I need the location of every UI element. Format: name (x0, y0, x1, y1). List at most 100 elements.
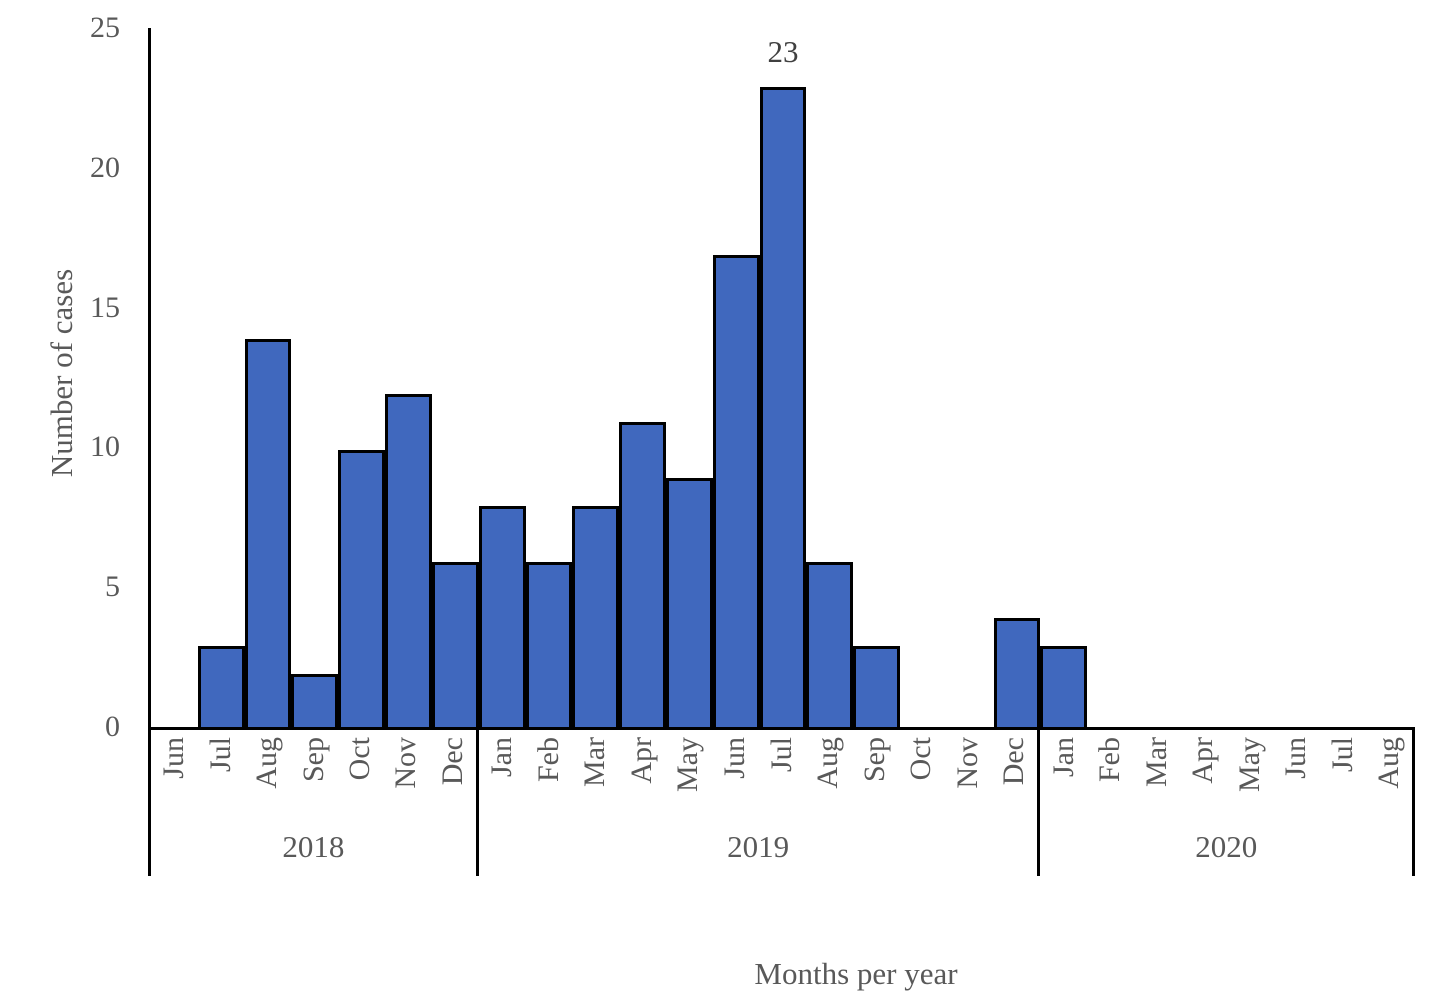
month-tick-label: Nov (389, 737, 423, 789)
bar-value-label-jul-2019: 23 (767, 33, 799, 69)
bar-slot-jun-2019 (712, 28, 760, 730)
bar-sep-2018 (291, 674, 339, 730)
bar-slot-jun-2020 (1275, 28, 1322, 727)
month-tick-dec-2019: Dec (991, 737, 1038, 818)
bar-sep-2019 (853, 646, 900, 730)
month-tick-label: Jan (485, 737, 519, 777)
year-label-2018: 2018 (282, 829, 345, 864)
bar-slot-feb-2020 (1087, 28, 1134, 727)
bar-slot-apr-2019 (619, 28, 666, 730)
month-tick-jan-2020: Jan (1040, 737, 1086, 818)
month-tick-label: Oct (904, 737, 938, 781)
bar-slot-dec-2018 (431, 28, 479, 730)
month-tick-label: Jan (1046, 737, 1080, 777)
months-row-2019: Jan Feb Mar Apr May Jun Jul Aug Sep Oct Nov Dec (479, 730, 1038, 818)
bar-slot-jan-2019 (478, 28, 526, 730)
y-tick-label-10: 10 (90, 430, 120, 464)
month-tick-label: Jul (764, 737, 798, 773)
bar-slot-mar-2019 (572, 28, 620, 730)
bar-slot-jul-2019 (759, 28, 807, 730)
month-tick-label: Sep (296, 737, 330, 782)
bar-jun-2019 (712, 254, 760, 730)
bar-jan-2019 (478, 506, 526, 730)
month-tick-label: Feb (1093, 737, 1127, 782)
month-tick-label: Jul (203, 737, 237, 773)
bar-slot-jan-2020 (1040, 28, 1088, 730)
bar-nov-2018 (385, 394, 432, 730)
year-group-2019: Jan Feb Mar Apr May Jun Jul Aug Sep Oct Nov Dec 2019 (479, 730, 1041, 876)
month-tick-label: May (671, 737, 705, 792)
month-tick-label: Dec (997, 737, 1031, 786)
month-tick-apr-2020: Apr (1180, 737, 1226, 818)
month-tick-sep-2018: Sep (290, 737, 336, 818)
month-tick-label: Aug (811, 737, 845, 789)
month-tick-oct-2019: Oct (898, 737, 945, 818)
bar-slot-dec-2019 (993, 28, 1041, 730)
bar-dec-2019 (993, 618, 1041, 730)
y-axis-tick-labels: 0 5 10 15 20 25 (0, 11, 120, 743)
bar-feb-2019 (525, 562, 573, 730)
bar-slot-aug-2019 (806, 28, 854, 730)
bar-aug-2019 (806, 562, 854, 730)
month-tick-label: Aug (250, 737, 284, 789)
months-row-2018: Jun Jul Aug Sep Oct Nov Dec (151, 730, 476, 818)
month-tick-label: Feb (531, 737, 565, 782)
month-tick-apr-2019: Apr (618, 737, 665, 818)
month-tick-mar-2019: Mar (572, 737, 619, 818)
month-tick-aug-2019: Aug (805, 737, 852, 818)
month-tick-may-2019: May (665, 737, 712, 818)
bar-may-2019 (665, 478, 713, 730)
year-group-2020: Jan Feb Mar Apr May Jun Jul Aug 2020 (1040, 730, 1415, 876)
bar-jul-2019 (759, 86, 807, 730)
bar-slot-aug-2018 (244, 28, 292, 730)
bar-apr-2019 (619, 422, 666, 730)
month-tick-jun-2018: Jun (151, 737, 197, 818)
month-tick-mar-2020: Mar (1133, 737, 1179, 818)
plot-area: 23 (148, 28, 1415, 730)
month-tick-jul-2018: Jul (197, 737, 243, 818)
y-tick-label-5: 5 (105, 570, 120, 604)
x-axis-title: Months per year (754, 956, 958, 991)
bar-slot-may-2020 (1228, 28, 1275, 727)
bar-slot-oct-2019 (900, 28, 947, 727)
year-label-2020: 2020 (1195, 829, 1258, 864)
month-tick-label: Jun (157, 737, 191, 779)
bar-slot-mar-2020 (1134, 28, 1181, 727)
month-tick-feb-2019: Feb (525, 737, 572, 818)
y-tick-label-0: 0 (105, 710, 120, 743)
month-tick-sep-2019: Sep (851, 737, 898, 818)
months-row-2020: Jan Feb Mar Apr May Jun Jul Aug (1040, 730, 1412, 818)
bar-slot-aug-2020 (1368, 28, 1415, 727)
month-tick-jul-2020: Jul (1319, 737, 1365, 818)
month-tick-label: Dec (435, 737, 469, 786)
month-tick-label: Jul (1325, 737, 1359, 773)
month-tick-jul-2019: Jul (758, 737, 805, 818)
month-tick-label: Oct (343, 737, 376, 781)
month-tick-label: Jun (718, 737, 752, 779)
month-tick-label: Mar (578, 737, 612, 787)
x-axis-category-area: Jun Jul Aug Sep Oct Nov Dec 2018 Jan Feb Mar Apr May… (148, 730, 1415, 876)
month-tick-nov-2018: Nov (383, 737, 429, 818)
month-tick-label: Mar (1139, 737, 1173, 787)
bar-dec-2018 (431, 562, 479, 730)
bar-jul-2018 (197, 646, 245, 730)
month-tick-label: Apr (624, 737, 658, 784)
bar-slot-nov-2019 (947, 28, 994, 727)
month-tick-jun-2020: Jun (1273, 737, 1319, 818)
bar-slot-jul-2020 (1321, 28, 1368, 727)
month-tick-jun-2019: Jun (712, 737, 759, 818)
bar-slot-sep-2019 (853, 28, 900, 730)
y-tick-label-25: 25 (90, 11, 120, 44)
month-tick-may-2020: May (1226, 737, 1272, 818)
month-tick-oct-2018: Oct (337, 737, 383, 818)
month-tick-aug-2018: Aug (244, 737, 290, 818)
bar-slot-nov-2018 (385, 28, 432, 730)
bar-slot-apr-2020 (1181, 28, 1228, 727)
bar-slot-sep-2018 (291, 28, 339, 730)
month-tick-label: May (1232, 737, 1266, 792)
y-tick-label-20: 20 (90, 150, 120, 184)
bar-slot-jun-2018 (151, 28, 198, 727)
month-tick-label: Sep (857, 737, 891, 782)
bar-oct-2018 (338, 450, 386, 730)
